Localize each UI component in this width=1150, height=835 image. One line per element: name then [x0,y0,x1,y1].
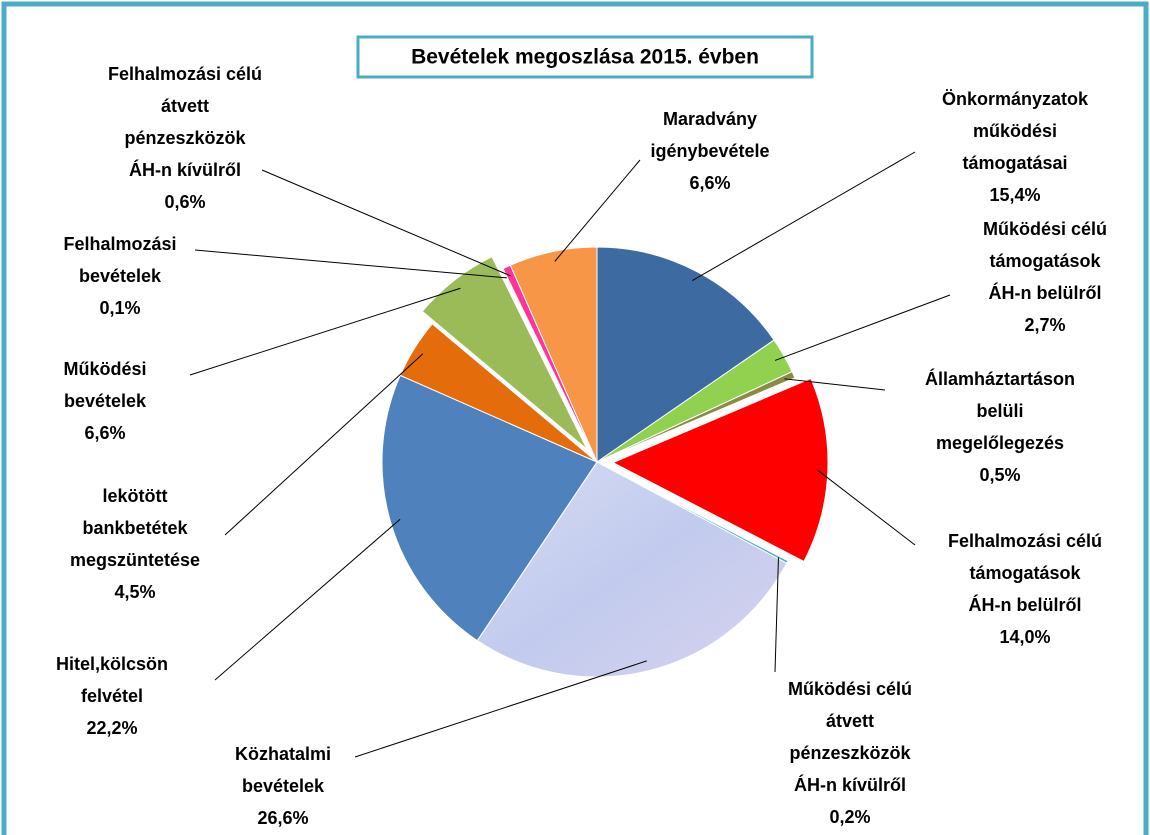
slice-label: Maradvány igénybevétele [650,109,769,161]
title-box [356,35,814,79]
value-label: 6,6% [689,173,730,193]
pie-slice [476,461,788,678]
value-label: 6,6% [84,423,125,443]
leader-line [774,557,779,673]
leader-line [189,287,461,376]
slice-label: Közhatalmi bevételek [235,744,331,796]
value-label: 26,6% [257,808,308,828]
value-label: 4,5% [114,582,155,602]
slice-label: Önkormányzatok működési támogatásai [942,89,1089,173]
value-label: 0,6% [164,192,205,212]
slice-label: Államháztartáson belüli megelőlegezés [925,368,1075,453]
value-label: 0,2% [829,807,870,827]
slice-label: Felhalmozási célú támogatások ÁH-n belülrő… [948,531,1102,615]
leader-line [214,518,401,681]
chart-title: Bevételek megoszlása 2015. évben [411,46,759,69]
value-label: 22,2% [86,718,137,738]
pie-slice [509,246,598,463]
pie-slice [381,374,598,642]
leader-line [692,151,916,281]
slice-label: lekötött bankbetétek megszüntetése [70,486,200,570]
value-label: 0,1% [99,298,140,318]
leader-line [774,294,951,361]
pie-slice [399,323,598,463]
pie-slice [596,371,796,463]
slice-label: Hitel,kölcsön felvétel [56,654,168,706]
leader-line [817,469,916,546]
value-label: 2,7% [1024,315,1065,335]
pie-slice [596,246,775,463]
leader-line [354,660,647,758]
slice-label: Működési célú támogatások ÁH-n belülről [983,219,1107,303]
slice-label: Működési célú átvett pénzeszközök ÁH-n kívü… [788,679,912,795]
leader-line [784,378,886,391]
slice-label: Felhalmozási bevételek [63,234,176,286]
value-label: 0,5% [979,465,1020,485]
leader-line [554,159,641,262]
leader-line [224,353,424,536]
value-label: 15,4% [989,185,1040,205]
slice-label: Működési bevételek [63,359,147,411]
slice-label: Felhalmozási célú átvett pénzeszközök ÁH-n … [108,64,262,180]
pie-slice [611,377,829,563]
value-label: 14,0% [999,627,1050,647]
leader-line [261,169,512,277]
pie-slice [421,255,588,450]
leader-line [194,249,507,279]
